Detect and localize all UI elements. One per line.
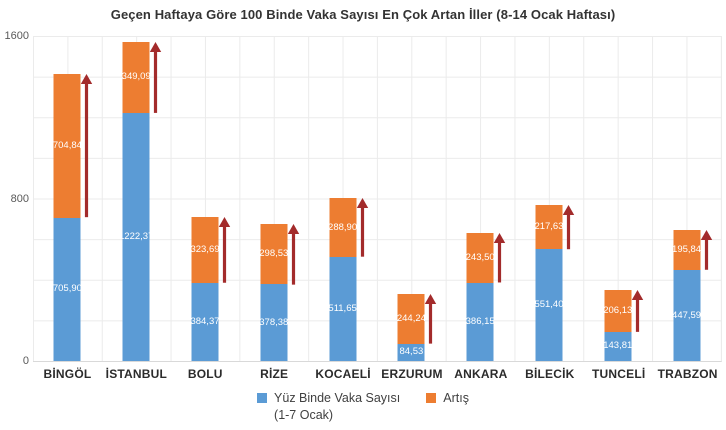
bar-slot: 447,59 195,84 xyxy=(652,36,721,361)
category-label: ERZURUM xyxy=(381,367,443,381)
category-label: RİZE xyxy=(260,367,289,381)
bar-slot: 551,40 217,63 xyxy=(515,36,584,361)
bar-segment-artis: 323,69 xyxy=(190,217,220,283)
bar-segment-vaka: 447,59 xyxy=(672,270,702,361)
bar-value-label: 143,81 xyxy=(603,340,633,352)
bar-segment-vaka: 386,15 xyxy=(465,282,495,361)
bar-value-label: 384,37 xyxy=(190,315,220,327)
bar-segment-artis: 206,13 xyxy=(603,289,633,332)
increase-arrow-icon xyxy=(218,217,231,283)
category-label: BİNGÖL xyxy=(43,367,92,381)
category-label: ANKARA xyxy=(454,367,508,381)
bar-slot: 386,15 243,50 xyxy=(446,36,515,361)
bar-value-label: 511,65 xyxy=(328,303,357,315)
bar-value-label: 195,84 xyxy=(672,244,702,256)
bar-segment-vaka: 384,37 xyxy=(190,282,220,361)
bar-value-label: 447,59 xyxy=(672,309,702,321)
bar-value-label: 323,69 xyxy=(190,244,220,256)
bar-slot: 1222,37 349,09 xyxy=(102,36,171,361)
bar-stack: 1222,37 349,09 xyxy=(119,41,153,361)
y-tick-label: 0 xyxy=(22,355,29,367)
bar-segment-artis: 298,53 xyxy=(259,223,289,285)
bar-value-label: 551,40 xyxy=(534,299,564,310)
category-label: TRABZON xyxy=(657,367,718,381)
category-label: İSTANBUL xyxy=(105,367,168,381)
bar-slot: 705,90 704,84 xyxy=(33,36,102,361)
bar-value-label: 288,90 xyxy=(328,221,358,233)
increase-arrow-icon xyxy=(81,74,93,218)
bar-stack: 511,65 288,90 xyxy=(328,198,358,361)
increase-arrow-icon xyxy=(700,230,712,271)
legend-label: Artış xyxy=(443,391,469,405)
increase-arrow-icon xyxy=(562,204,575,250)
y-axis: 0 800 1600 xyxy=(0,30,29,367)
y-tick-label: 1600 xyxy=(4,30,29,42)
bar-value-label: 217,63 xyxy=(534,220,564,232)
category-label: BOLU xyxy=(187,367,223,381)
legend-item: Yüz Binde Vaka Sayısı (1-7 Ocak) xyxy=(257,390,400,424)
bar-segment-artis: 244,24 xyxy=(396,294,426,344)
bar-slot: 384,37 323,69 xyxy=(171,36,240,361)
bar-value-label: 1222,37 xyxy=(119,230,154,242)
bar-stack: 705,90 704,84 xyxy=(52,74,82,361)
bar-value-label: 349,09 xyxy=(121,71,151,83)
legend-swatch-icon xyxy=(426,393,437,403)
category-label: BİLECİK xyxy=(525,367,575,381)
category-axis: BİNGÖL İSTANBUL BOLU RİZE KOCAELİ ERZURUM ANKA… xyxy=(33,367,722,381)
bar-segment-vaka: 1222,37 xyxy=(119,112,153,361)
bar-segment-artis: 704,84 xyxy=(52,74,82,218)
increase-arrow-icon xyxy=(356,198,368,258)
bar-slot: 143,81 206,13 xyxy=(583,36,652,361)
bar-segment-artis: 243,50 xyxy=(465,233,495,283)
bar-slot: 378,38 298,53 xyxy=(239,36,308,361)
bar-value-label: 704,84 xyxy=(52,140,82,152)
bar-stack: 143,81 206,13 xyxy=(603,289,633,361)
bar-segment-vaka: 84,53 xyxy=(397,343,425,361)
increase-arrow-icon xyxy=(493,233,506,283)
bar-segment-vaka: 705,90 xyxy=(52,217,82,361)
bar-segment-artis: 195,84 xyxy=(672,230,702,271)
bar-value-label: 705,90 xyxy=(52,283,82,295)
bar-stack: 447,59 195,84 xyxy=(672,230,702,361)
bar-value-label: 243,50 xyxy=(465,251,495,263)
increase-arrow-icon xyxy=(425,294,437,344)
bar-segment-vaka: 551,40 xyxy=(534,249,564,361)
bar-segment-vaka: 511,65 xyxy=(328,257,357,361)
bar-stack: 378,38 298,53 xyxy=(259,223,289,361)
bar-stack: 84,53 244,24 xyxy=(396,294,426,361)
legend-item: Artış xyxy=(426,390,469,407)
category-label: TUNCELİ xyxy=(592,367,646,381)
bar-stack: 551,40 217,63 xyxy=(534,204,564,361)
bar-segment-artis: 217,63 xyxy=(534,204,564,249)
bar-slot: 511,65 288,90 xyxy=(308,36,377,361)
increase-arrow-icon xyxy=(631,289,643,332)
category-label: KOCAELİ xyxy=(315,367,371,381)
legend-swatch-icon xyxy=(257,393,268,403)
increase-arrow-icon xyxy=(287,223,299,285)
bar-stack: 384,37 323,69 xyxy=(190,217,220,361)
bar-segment-vaka: 378,38 xyxy=(259,284,289,361)
legend: Yüz Binde Vaka Sayısı (1-7 Ocak) Artış xyxy=(0,390,726,424)
bar-slot: 84,53 244,24 xyxy=(377,36,446,361)
bar-value-label: 206,13 xyxy=(603,304,633,316)
bar-value-label: 298,53 xyxy=(259,247,289,259)
bar-value-label: 386,15 xyxy=(465,315,495,327)
chart-title: Geçen Haftaya Göre 100 Binde Vaka Sayısı… xyxy=(110,7,616,22)
bar-value-label: 244,24 xyxy=(396,313,426,325)
y-tick-label: 800 xyxy=(10,192,29,205)
bar-segment-artis: 349,09 xyxy=(121,41,151,113)
legend-label: Yüz Binde Vaka Sayısı (1-7 Ocak) xyxy=(274,391,401,422)
plot-area: 705,90 704,84 1222,37 349,09 384,37 323,69 378… xyxy=(33,36,722,362)
increase-arrow-icon xyxy=(149,41,162,113)
bar-value-label: 84,53 xyxy=(399,346,424,358)
bar-value-label: 378,38 xyxy=(259,316,289,328)
bar-segment-artis: 288,90 xyxy=(328,198,358,258)
bar-stack: 386,15 243,50 xyxy=(465,233,495,361)
bar-segment-vaka: 143,81 xyxy=(603,331,633,361)
